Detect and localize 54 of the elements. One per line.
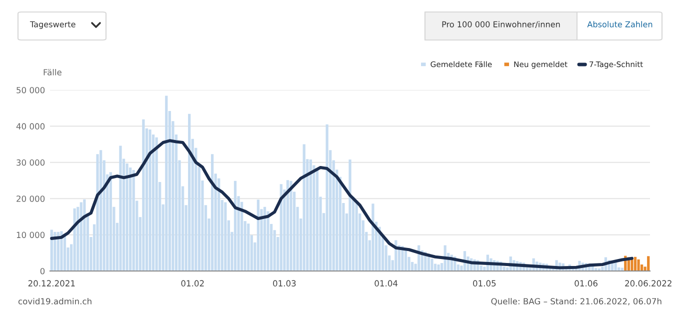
y-tick-label: 30 000: [16, 159, 45, 166]
bar: [263, 206, 266, 271]
x-tick-label: 01.03: [273, 280, 296, 286]
bar: [437, 264, 440, 271]
bar: [348, 160, 352, 271]
bar: [165, 96, 168, 271]
bar: [290, 180, 292, 271]
source-note: Quelle: BAG – Stand: 21.06.2022, 06.07h: [491, 298, 662, 306]
x-tick-label: 01.05: [473, 280, 496, 286]
bar: [326, 124, 328, 271]
bar: [109, 172, 112, 271]
bar: [129, 167, 132, 271]
y-axis-title: Fälle: [44, 68, 62, 76]
bar: [188, 114, 191, 271]
bar: [630, 258, 634, 271]
x-tick-label: 01.06: [574, 280, 598, 286]
bar: [286, 180, 290, 271]
bar: [126, 163, 128, 271]
x-tick-label: 20.06.2022: [625, 280, 672, 286]
bar: [637, 259, 640, 271]
text: Absolute Zahlen: [587, 21, 652, 28]
text: Pro 100 000 Einwohner/innen: [442, 21, 560, 28]
text: covid19.admin.ch: [18, 298, 92, 304]
bar: [100, 150, 102, 271]
y-tick-label: 40 000: [16, 123, 45, 130]
bar: [309, 160, 312, 271]
line-series: [50, 139, 634, 270]
bar: [60, 231, 63, 271]
bar: [142, 119, 145, 271]
bar: [119, 146, 122, 271]
bar: [96, 154, 99, 271]
bar: [316, 168, 319, 271]
y-tick-label: 20 000: [16, 196, 45, 202]
y-tick-label: 10 000: [16, 232, 45, 238]
bar: [155, 137, 158, 271]
y-tick-label: 50 000: [16, 86, 45, 94]
bar: [224, 202, 227, 271]
bar: [234, 180, 237, 271]
bar: [247, 224, 250, 271]
bar: [372, 204, 374, 271]
bar: [132, 170, 135, 271]
bar: [647, 256, 650, 271]
bar: [266, 211, 270, 271]
y-tick-label: 0: [40, 268, 45, 274]
bar: [148, 129, 152, 271]
bar: [404, 250, 408, 271]
bar: [302, 144, 306, 271]
bar: [256, 200, 260, 271]
x-tick-label: 20.12.2021: [28, 280, 75, 286]
x-tick-label: 01.02: [181, 280, 204, 286]
text: Tageswerte: [30, 21, 76, 29]
bar: [634, 256, 637, 271]
x-tick-label: 01.04: [374, 280, 398, 286]
bar: [210, 154, 214, 271]
